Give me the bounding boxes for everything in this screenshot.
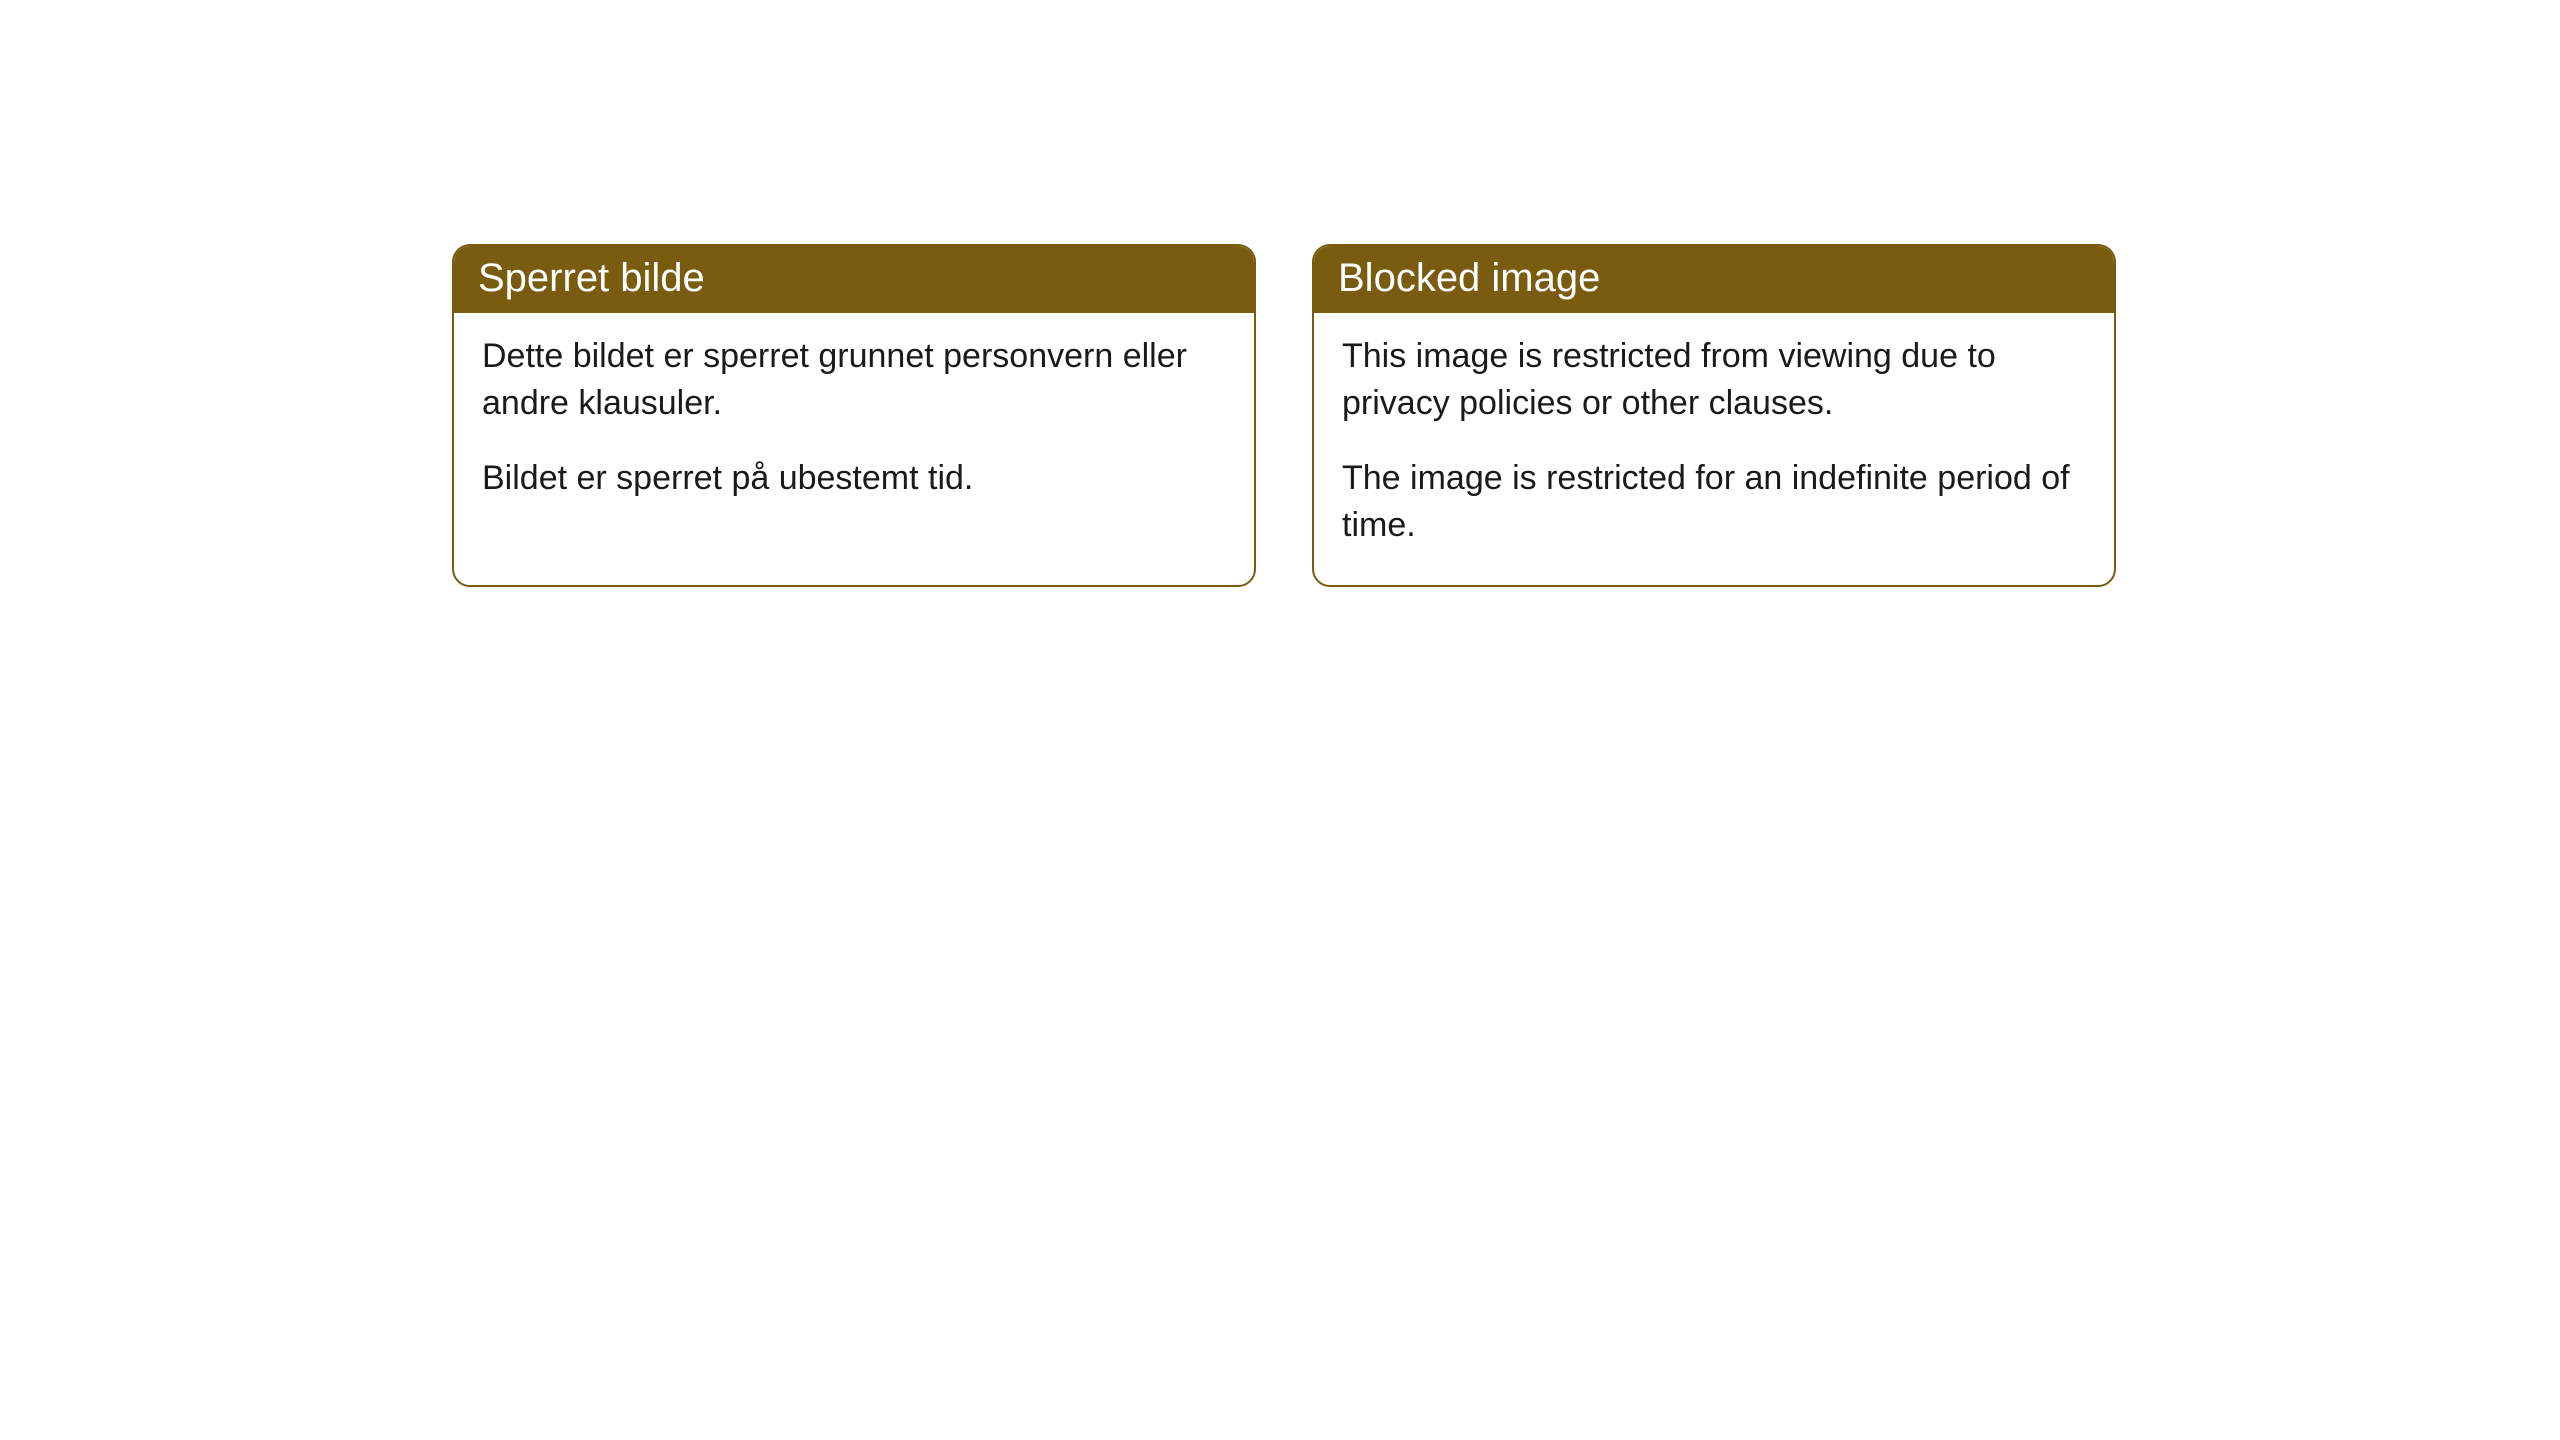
card-text-no-2: Bildet er sperret på ubestemt tid. xyxy=(482,455,1226,502)
card-header-en: Blocked image xyxy=(1314,246,2114,313)
card-text-no-1: Dette bildet er sperret grunnet personve… xyxy=(482,333,1226,427)
card-header-no: Sperret bilde xyxy=(454,246,1254,313)
card-body-no: Dette bildet er sperret grunnet personve… xyxy=(454,313,1254,538)
notice-container: Sperret bilde Dette bildet er sperret gr… xyxy=(0,0,2560,587)
blocked-image-card-en: Blocked image This image is restricted f… xyxy=(1312,244,2116,587)
blocked-image-card-no: Sperret bilde Dette bildet er sperret gr… xyxy=(452,244,1256,587)
card-text-en-2: The image is restricted for an indefinit… xyxy=(1342,455,2086,549)
card-body-en: This image is restricted from viewing du… xyxy=(1314,313,2114,585)
card-text-en-1: This image is restricted from viewing du… xyxy=(1342,333,2086,427)
